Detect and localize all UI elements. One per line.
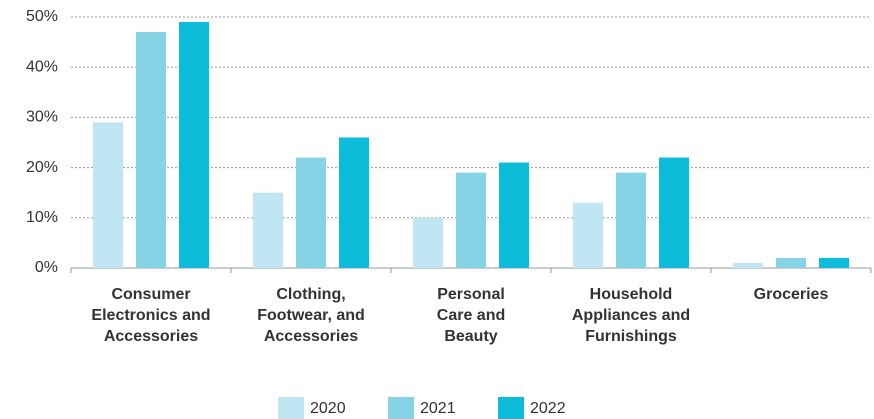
x-tick-label: Clothing, Footwear, and Accessories [257,286,365,345]
bar [339,137,369,268]
x-tick-label: Household Appliances and Furnishings [571,286,691,345]
x-tick-label: Groceries [753,286,829,303]
bar [499,162,529,268]
bar [573,202,603,268]
x-tick-label: Consumer Electronics and Accessories [91,286,211,345]
bar [616,172,646,268]
y-tick-label: 20% [26,159,58,176]
bar [659,157,689,268]
bar [136,32,166,269]
y-tick-label: 50% [26,8,58,25]
y-tick-label: 10% [26,209,58,226]
bar [776,257,806,268]
bar [179,22,209,268]
legend-label: 2022 [530,400,566,417]
bar [93,122,123,268]
bar [733,262,763,268]
bar [413,217,443,268]
x-tick-label: Personal Care and Beauty [436,286,506,345]
legend-swatch [498,397,524,419]
bar [819,257,849,268]
legend-label: 2020 [310,400,346,417]
y-tick-label: 30% [26,109,58,126]
bar [456,172,486,268]
y-tick-label: 40% [26,58,58,75]
bar [296,157,326,268]
bar [253,192,283,268]
legend-label: 2021 [420,400,456,417]
legend-swatch [388,397,414,419]
y-tick-label: 0% [35,259,58,276]
legend-swatch [278,397,304,419]
